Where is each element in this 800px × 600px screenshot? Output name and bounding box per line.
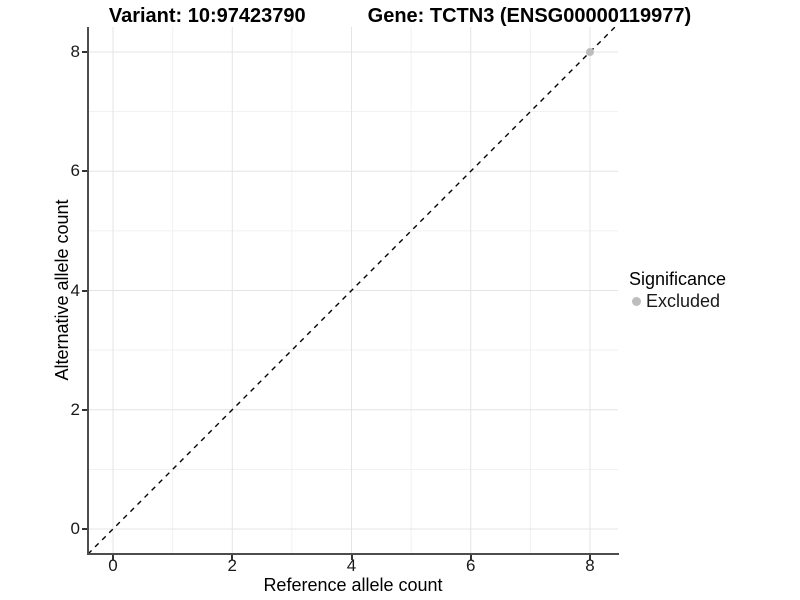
identity-line <box>88 27 617 554</box>
legend-point-icon <box>632 296 641 306</box>
legend-item-excluded: Excluded <box>632 291 726 311</box>
y-tick-label: 4 <box>70 280 80 300</box>
x-tick-mark <box>231 555 234 560</box>
y-tick-label: 8 <box>70 42 80 62</box>
y-axis-line <box>87 27 89 555</box>
y-tick-mark <box>82 51 87 54</box>
legend-item-label: Excluded <box>646 291 721 311</box>
x-tick-label: 6 <box>466 556 476 575</box>
x-axis-line <box>87 553 619 555</box>
y-tick-mark <box>82 408 87 411</box>
y-tick-mark <box>82 170 87 173</box>
x-tick-label: 0 <box>108 556 118 575</box>
y-tick-mark <box>82 289 87 292</box>
x-tick-label: 2 <box>227 556 237 575</box>
y-axis-title: Alternative allele count <box>52 199 72 381</box>
x-axis-title: Reference allele count <box>263 575 443 595</box>
data-point <box>585 48 594 57</box>
x-tick-label: 8 <box>585 556 595 575</box>
legend-title: Significance <box>629 269 727 289</box>
x-tick-mark <box>112 555 115 560</box>
y-tick-label: 0 <box>70 518 80 538</box>
plot-area <box>88 27 618 554</box>
y-tick-label: 2 <box>70 399 80 419</box>
y-tick-mark <box>82 527 87 530</box>
chart-title-variant: Variant: 10:97423790 <box>108 5 306 27</box>
plot-panel <box>88 27 618 554</box>
y-tick-label: 6 <box>70 161 80 181</box>
chart-title: Variant: 10:97423790 Gene: TCTN3 (ENSG00… <box>0 4 800 28</box>
x-tick-mark <box>469 555 472 560</box>
x-tick-mark <box>350 555 353 560</box>
chart-title-gene: Gene: TCTN3 (ENSG00000119977) <box>367 5 692 27</box>
legend: Significance Excluded <box>629 268 726 311</box>
x-tick-mark <box>588 555 591 560</box>
x-tick-label: 4 <box>346 556 357 575</box>
